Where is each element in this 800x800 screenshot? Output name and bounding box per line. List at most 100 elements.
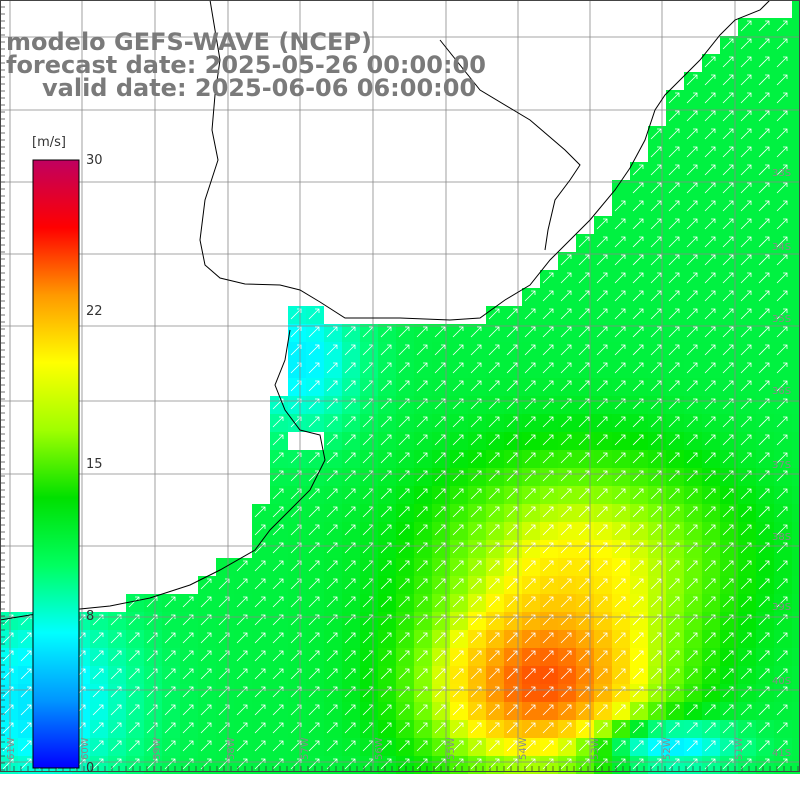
wind-cell (792, 72, 800, 90)
wind-cell (738, 288, 756, 306)
wind-cell (396, 522, 414, 540)
wind-cell (324, 486, 342, 504)
wind-cell (342, 666, 360, 684)
wind-cell (342, 360, 360, 378)
wind-cell (774, 216, 792, 234)
wind-arrow (740, 434, 752, 446)
wind-cell (684, 216, 702, 234)
wind-arrow (686, 704, 698, 716)
wind-arrow (704, 740, 716, 752)
wind-arrow (614, 578, 626, 590)
wind-cell (720, 666, 738, 684)
wind-cell (162, 756, 180, 774)
wind-cell (720, 270, 738, 288)
wind-cell (756, 144, 774, 162)
wind-arrow (560, 488, 572, 500)
wind-arrow (578, 290, 590, 302)
wind-cell (504, 432, 522, 450)
wind-arrow (272, 452, 284, 464)
wind-arrow (686, 110, 698, 122)
wind-cell (486, 378, 504, 396)
wind-arrow (524, 434, 536, 446)
wind-arrow (308, 668, 320, 680)
wind-arrow (650, 524, 662, 536)
wind-arrow (326, 326, 338, 338)
wind-arrow (578, 308, 590, 320)
wind-cell (684, 432, 702, 450)
wind-cell (630, 522, 648, 540)
wind-arrow (578, 488, 590, 500)
wind-arrow (542, 560, 554, 572)
wind-cell (702, 360, 720, 378)
wind-arrow (380, 362, 392, 374)
wind-cell (756, 504, 774, 522)
wind-cell (396, 666, 414, 684)
wind-cell (432, 414, 450, 432)
wind-cell (792, 504, 800, 522)
wind-cell (720, 108, 738, 126)
wind-cell (360, 594, 378, 612)
wind-arrow (704, 524, 716, 536)
wind-arrow (452, 578, 464, 590)
wind-cell (504, 594, 522, 612)
wind-cell (0, 738, 18, 756)
wind-cell (270, 558, 288, 576)
wind-arrow (776, 632, 788, 644)
wind-cell (648, 468, 666, 486)
wind-arrow (776, 452, 788, 464)
wind-cell (198, 666, 216, 684)
wind-arrow (722, 344, 734, 356)
wind-cell (504, 738, 522, 756)
wind-arrow (344, 344, 356, 356)
wind-arrow (722, 326, 734, 338)
wind-cell (414, 648, 432, 666)
wind-cell (342, 738, 360, 756)
wind-cell (414, 576, 432, 594)
wind-cell (576, 648, 594, 666)
wind-arrow (776, 92, 788, 104)
wind-arrow (758, 416, 770, 428)
wind-cell (0, 702, 18, 720)
wind-arrow (632, 416, 644, 428)
wind-arrow (740, 740, 752, 752)
wind-cell (486, 522, 504, 540)
wind-cell (270, 414, 288, 432)
wind-cell (432, 342, 450, 360)
wind-arrow (452, 434, 464, 446)
wind-arrow (506, 560, 518, 572)
wind-cell (756, 558, 774, 576)
wind-cell (576, 342, 594, 360)
wind-arrow (110, 704, 122, 716)
wind-cell (792, 648, 800, 666)
wind-cell (666, 576, 684, 594)
wind-cell (342, 720, 360, 738)
wind-cell (252, 702, 270, 720)
wind-cell (414, 558, 432, 576)
wind-cell (450, 378, 468, 396)
wind-arrow (686, 524, 698, 536)
wind-cell (234, 684, 252, 702)
wind-arrow (776, 326, 788, 338)
wind-arrow (506, 506, 518, 518)
wind-arrow (398, 578, 410, 590)
wind-arrow (650, 290, 662, 302)
wind-cell (792, 108, 800, 126)
wind-cell (630, 594, 648, 612)
wind-cell (684, 486, 702, 504)
wind-cell (450, 486, 468, 504)
wind-cell (666, 594, 684, 612)
wind-cell (666, 270, 684, 288)
wind-arrow (668, 182, 680, 194)
wind-cell (0, 630, 18, 648)
wind-arrow (470, 380, 482, 392)
wind-cell (360, 648, 378, 666)
wind-cell (684, 108, 702, 126)
wind-cell (630, 738, 648, 756)
wind-arrow (200, 578, 212, 590)
wind-arrow (236, 704, 248, 716)
wind-arrow (542, 344, 554, 356)
wind-cell (666, 252, 684, 270)
wind-arrow (344, 650, 356, 662)
wind-cell (576, 306, 594, 324)
wind-cell (144, 612, 162, 630)
